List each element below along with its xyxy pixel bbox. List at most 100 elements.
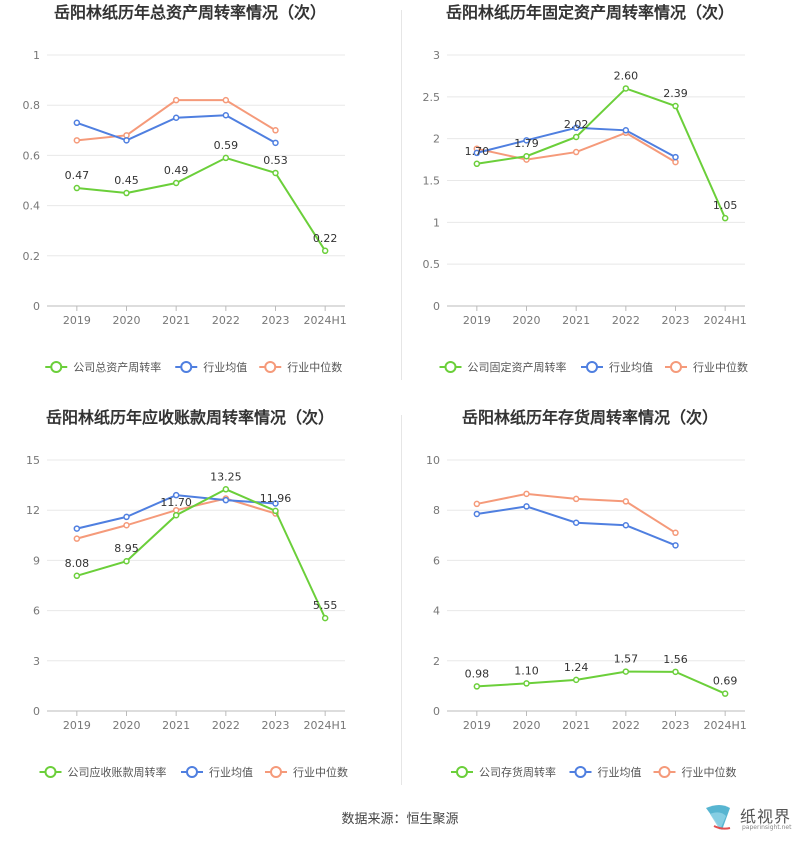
data-point-company bbox=[73, 572, 81, 580]
data-label: 1.24 bbox=[564, 661, 589, 674]
logo-icon bbox=[706, 805, 731, 830]
data-label: 0.53 bbox=[263, 154, 288, 167]
legend-label: 行业中位数 bbox=[293, 765, 348, 779]
data-point-company bbox=[222, 486, 230, 493]
y-tick-label: 12 bbox=[26, 504, 40, 517]
data-point-company bbox=[572, 133, 580, 141]
data-point-company bbox=[321, 614, 329, 622]
y-tick-label: 0.8 bbox=[23, 99, 41, 112]
legend-label: 行业均值 bbox=[598, 766, 642, 779]
data-point-company bbox=[523, 680, 530, 687]
y-tick-label: 3 bbox=[433, 49, 440, 62]
data-point-avg bbox=[622, 522, 630, 529]
logo-text: 纸视界 bbox=[740, 807, 792, 826]
x-tick-label: 2024H1 bbox=[704, 719, 747, 732]
data-point-median bbox=[222, 96, 230, 104]
data-point-avg bbox=[272, 500, 279, 507]
data-point-avg bbox=[222, 496, 230, 504]
data-point-company bbox=[272, 169, 279, 177]
data-label: 2.02 bbox=[564, 118, 589, 131]
data-point-company bbox=[672, 102, 679, 110]
chart-panel-inventory: 岳阳林纸历年存货周转率情况（次） 0 2 4 6 8 10 2019 2020 2021 2022 2… bbox=[400, 405, 800, 810]
data-point-median bbox=[622, 498, 630, 505]
data-label: 0.98 bbox=[465, 667, 490, 680]
data-label: 11.70 bbox=[160, 496, 192, 509]
chart-title: 岳阳林纸历年应收账款周转率情况（次） bbox=[46, 408, 334, 427]
data-point-avg bbox=[672, 542, 679, 549]
x-tick-label: 2024H1 bbox=[304, 719, 347, 732]
data-label: 11.96 bbox=[260, 492, 292, 505]
data-point-median bbox=[672, 158, 679, 166]
data-point-avg bbox=[172, 491, 180, 499]
data-point-avg bbox=[73, 119, 81, 127]
data-point-avg bbox=[572, 519, 580, 526]
data-point-company bbox=[672, 668, 679, 676]
data-point-avg bbox=[473, 149, 481, 157]
data-point-avg bbox=[123, 137, 130, 144]
data-point-company bbox=[321, 247, 329, 255]
x-tick-label: 2021 bbox=[162, 719, 190, 732]
x-tick-label: 2020 bbox=[113, 314, 141, 327]
data-point-median bbox=[123, 132, 130, 139]
data-point-median bbox=[73, 535, 81, 542]
y-tick-label: 8 bbox=[433, 504, 440, 517]
legend-label: 公司存货周转率 bbox=[479, 765, 556, 779]
data-label: 1.70 bbox=[465, 145, 490, 158]
y-tick-label: 4 bbox=[433, 605, 440, 618]
x-tick-label: 2019 bbox=[463, 719, 491, 732]
legend-label: 行业中位数 bbox=[693, 360, 748, 374]
y-tick-label: 3 bbox=[33, 655, 40, 668]
data-point-company bbox=[572, 676, 580, 684]
y-tick-label: 2.5 bbox=[423, 91, 441, 104]
chart-title: 岳阳林纸历年总资产周转率情况（次） bbox=[54, 3, 326, 22]
series-line-company bbox=[476, 670, 726, 695]
data-label: 0.45 bbox=[114, 174, 139, 187]
panel-divider bbox=[401, 10, 402, 380]
data-point-median bbox=[672, 529, 679, 537]
x-tick-label: 2019 bbox=[63, 719, 91, 732]
data-point-avg bbox=[272, 139, 279, 147]
data-label: 13.25 bbox=[210, 470, 242, 483]
x-tick-label: 2022 bbox=[212, 719, 240, 732]
legend-swatch-marker bbox=[180, 361, 193, 373]
y-tick-label: 9 bbox=[33, 554, 40, 567]
data-source-note: 数据来源：恒生聚源 bbox=[341, 812, 459, 827]
x-tick-label: 2024H1 bbox=[704, 314, 747, 327]
y-tick-label: 0 bbox=[433, 705, 440, 718]
data-point-median bbox=[473, 500, 481, 508]
data-point-median bbox=[272, 127, 279, 134]
series-line-company bbox=[476, 87, 727, 219]
data-label: 8.08 bbox=[65, 557, 90, 570]
data-point-avg bbox=[473, 510, 481, 518]
y-tick-label: 0 bbox=[433, 300, 440, 313]
y-tick-label: 10 bbox=[426, 454, 440, 467]
data-point-median bbox=[172, 96, 180, 104]
brand-logo bbox=[700, 800, 800, 838]
legend-label: 行业均值 bbox=[609, 361, 653, 374]
data-point-avg bbox=[172, 114, 180, 121]
x-tick-label: 2022 bbox=[612, 719, 640, 732]
x-tick-label: 2022 bbox=[612, 314, 640, 327]
data-point-median bbox=[572, 495, 580, 503]
data-point-median bbox=[73, 137, 81, 144]
legend-swatch-marker bbox=[270, 766, 282, 778]
data-label: 2.39 bbox=[663, 87, 688, 100]
y-tick-label: 2 bbox=[433, 655, 440, 668]
y-tick-label: 0.6 bbox=[23, 149, 41, 162]
data-point-company bbox=[123, 557, 130, 565]
data-point-company bbox=[272, 507, 279, 515]
x-tick-label: 2023 bbox=[662, 314, 690, 327]
chart-svg-2: 岳阳林纸历年应收账款周转率情况（次） 0 3 6 9 12 15 2019 2020 2021 20… bbox=[26, 408, 348, 779]
y-tick-label: 0.4 bbox=[23, 200, 41, 213]
data-point-company bbox=[523, 152, 530, 160]
logo-subtext: paperinsight.net bbox=[742, 824, 792, 831]
chart-panel-fixed-asset: 岳阳林纸历年固定资产周转率情况（次） 0 0.5 1 1.5 2 2.5 3 2019 2020 2… bbox=[400, 0, 800, 405]
legend-label: 行业中位数 bbox=[682, 765, 737, 779]
data-point-avg bbox=[572, 124, 580, 132]
data-label: 1.56 bbox=[663, 653, 688, 666]
legend-label: 公司应收账款周转率 bbox=[68, 765, 167, 779]
y-tick-label: 0 bbox=[33, 705, 40, 718]
x-tick-label: 2024H1 bbox=[304, 314, 347, 327]
y-tick-label: 6 bbox=[433, 554, 440, 567]
data-point-median bbox=[523, 490, 530, 498]
